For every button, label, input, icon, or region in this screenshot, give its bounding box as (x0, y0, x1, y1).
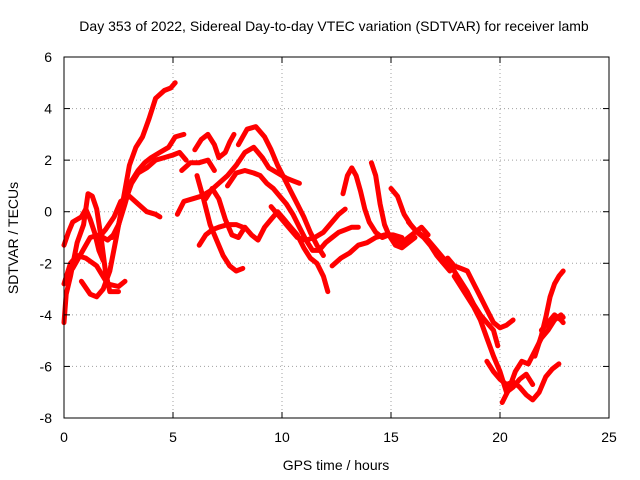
series-arc-c (61, 253, 128, 289)
series-arc-k (196, 222, 246, 248)
series-arc-z (532, 268, 566, 359)
series-arc-e (78, 80, 178, 300)
data-series-group (61, 80, 566, 405)
series-arc-f (94, 193, 163, 243)
series-arc-h (174, 144, 302, 217)
axis-ticks: 0 5 10 15 20 25 -8 -6 -4 -2 0 2 4 6 (40, 49, 617, 445)
y-tick-label: -2 (40, 255, 53, 271)
series-arc-r (340, 165, 431, 246)
series-arc-aa (538, 312, 566, 333)
y-tick-label: -6 (40, 358, 53, 374)
series-arc-l (194, 173, 246, 274)
series-arc-i (192, 131, 237, 161)
x-tick-label: 20 (492, 429, 508, 445)
series-arc-x (484, 358, 562, 403)
y-tick-label: 6 (44, 49, 52, 65)
series-arc-s (368, 160, 418, 251)
y-tick-label: 4 (44, 101, 52, 117)
y-tick-label: -4 (40, 307, 53, 323)
chart-title: Day 353 of 2022, Sidereal Day-to-day VTE… (79, 18, 589, 34)
series-arc-b (61, 206, 106, 264)
series-arc-o (235, 124, 326, 258)
series-arc-n (225, 168, 361, 253)
series-arc-p (268, 204, 348, 243)
series-arc-m (203, 186, 331, 295)
y-tick-label: 0 (44, 204, 52, 220)
x-tick-label: 0 (60, 429, 68, 445)
x-tick-label: 25 (601, 429, 617, 445)
series-arc-u (405, 219, 501, 349)
series-arc-j (179, 157, 217, 173)
y-axis-label: SDTVAR / TECUs (5, 182, 21, 294)
series-arc-v (445, 255, 516, 331)
x-tick-label: 10 (274, 429, 290, 445)
series-arc-w (451, 273, 536, 395)
y-tick-label: 2 (44, 152, 52, 168)
x-tick-label: 15 (383, 429, 399, 445)
series-arc-g (109, 149, 189, 240)
x-axis-label: GPS time / hours (283, 457, 390, 473)
y-tick-label: -8 (40, 410, 53, 426)
x-tick-label: 5 (169, 429, 177, 445)
plot-frame (63, 56, 610, 419)
series-arc-y (499, 312, 566, 405)
